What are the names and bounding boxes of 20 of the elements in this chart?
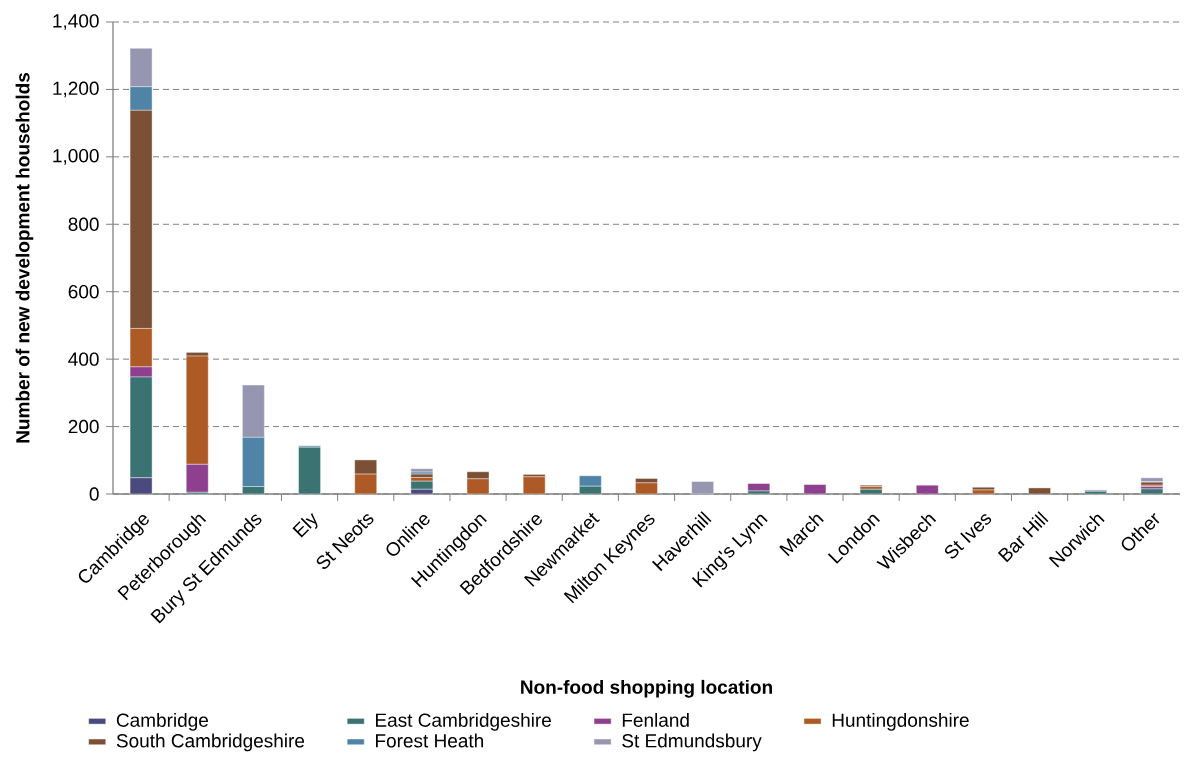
legend-label: Forest Heath — [376, 733, 484, 748]
y-tick-label: 800 — [68, 217, 99, 232]
x-axis-title: Non-food shopping location — [521, 679, 772, 698]
x-tick-label: Ely — [292, 512, 318, 538]
legend-label: East Cambridgeshire — [376, 712, 551, 731]
legend-label: South Cambridgeshire — [116, 733, 305, 752]
y-axis-title: Number of new development households — [15, 72, 34, 443]
y-tick-label: 400 — [68, 352, 99, 366]
y-tick-label: 1,200 — [53, 81, 99, 98]
y-tick-label: 1,000 — [53, 149, 99, 165]
legend-label: Cambridge — [116, 712, 208, 731]
legend-label: Fenland — [622, 712, 689, 727]
y-tick-label: 1,400 — [53, 14, 99, 30]
legend-label: Huntingdonshire — [832, 712, 969, 731]
y-tick-label: 0 — [89, 487, 99, 501]
x-tick-label: St Ives — [944, 514, 992, 559]
y-tick-label: 200 — [68, 419, 99, 434]
x-tick-label: Bar Hill — [997, 511, 1049, 563]
legend-label: St Edmundsbury — [622, 733, 762, 752]
y-tick-label: 600 — [68, 284, 99, 299]
